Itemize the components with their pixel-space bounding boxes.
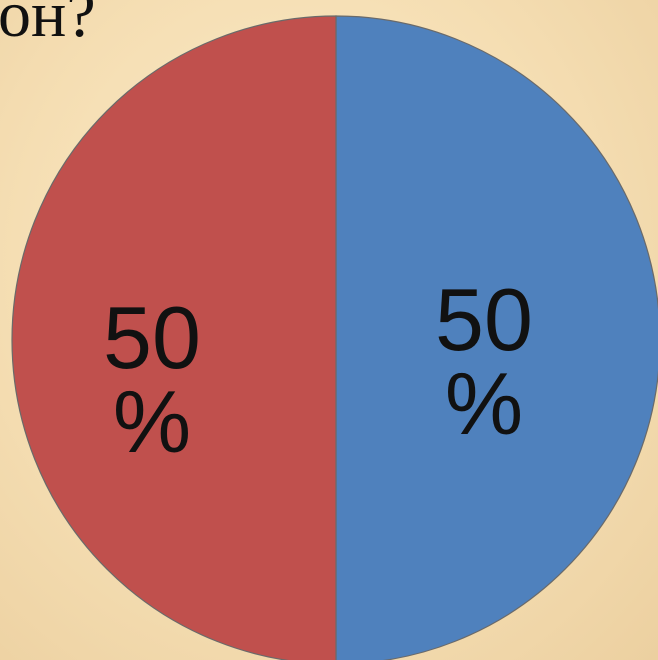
slice-label-value: 50 <box>103 288 201 387</box>
slice-label-left: 50 % <box>82 288 222 471</box>
slice-label-right: 50 % <box>414 270 554 453</box>
slice-label-unit: % <box>112 371 192 471</box>
pie-slice-1 <box>11 15 337 660</box>
pie-slice-0 <box>335 15 658 660</box>
slice-label-value: 50 <box>435 270 533 369</box>
slice-label-unit: % <box>444 353 524 453</box>
slide-title: он? <box>0 0 96 51</box>
